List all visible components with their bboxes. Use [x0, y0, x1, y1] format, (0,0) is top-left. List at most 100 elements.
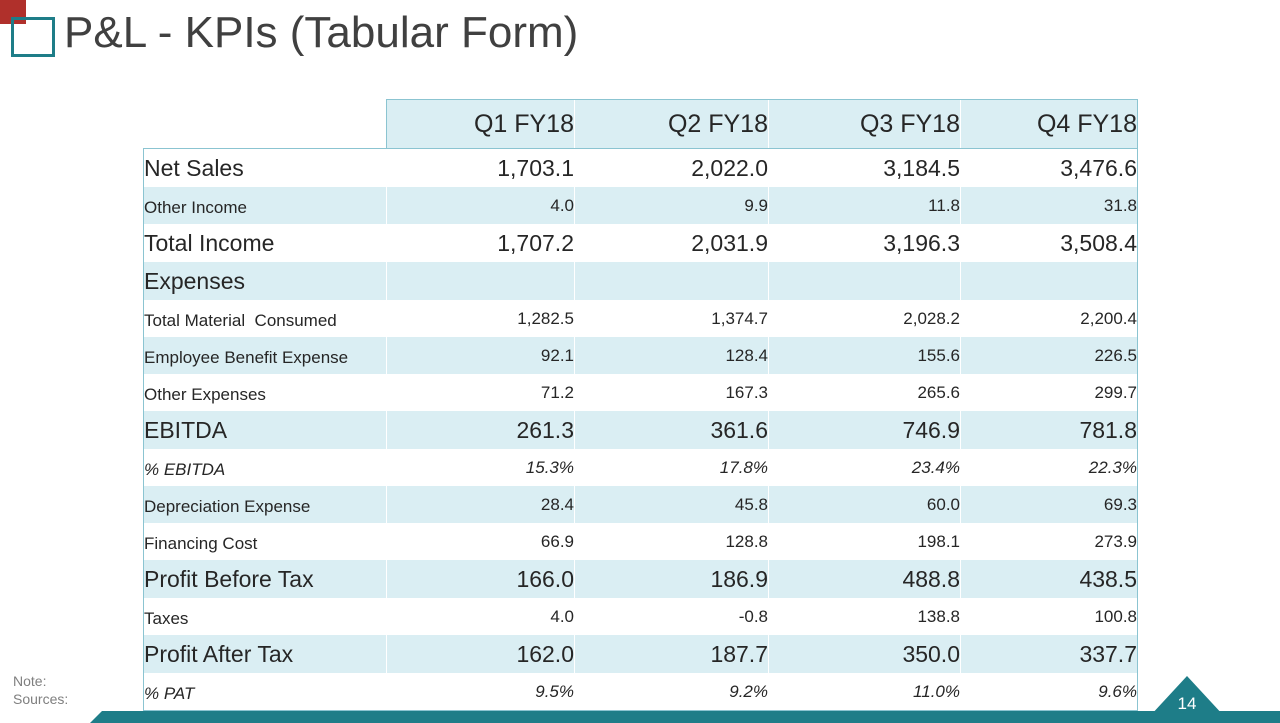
- cell-value: [768, 262, 961, 300]
- cell-value: 166.0: [386, 560, 575, 598]
- header-corner: [143, 99, 387, 149]
- cell-value: 1,703.1: [386, 148, 575, 187]
- cell-value: 128.8: [574, 523, 769, 560]
- row-label: Net Sales: [143, 148, 387, 187]
- cell-value: 2,031.9: [574, 224, 769, 262]
- footnote: Note: Sources:: [13, 672, 68, 708]
- table-row: Expenses: [143, 262, 1138, 300]
- cell-value: 167.3: [574, 374, 769, 411]
- row-label: % EBITDA: [143, 449, 387, 486]
- cell-value: 198.1: [768, 523, 961, 560]
- row-label: Profit Before Tax: [143, 560, 387, 598]
- cell-value: 3,476.6: [960, 148, 1138, 187]
- table-row: Total Material Consumed 1,282.5 1,374.7 …: [143, 300, 1138, 337]
- sources-label: Sources:: [13, 691, 69, 707]
- cell-value: 23.4%: [768, 449, 961, 486]
- cell-value: 11.8: [768, 187, 961, 224]
- table-row: Total Income 1,707.2 2,031.9 3,196.3 3,5…: [143, 224, 1138, 262]
- table-row: % EBITDA 15.3% 17.8% 23.4% 22.3%: [143, 449, 1138, 486]
- cell-value: 4.0: [386, 598, 575, 635]
- cell-value: 155.6: [768, 337, 961, 374]
- page-number: 14: [1177, 694, 1197, 713]
- table-row: % PAT 9.5% 9.2% 11.0% 9.6%: [143, 673, 1138, 711]
- row-label: % PAT: [143, 673, 387, 711]
- row-label: Other Expenses: [143, 374, 387, 411]
- cell-value: 438.5: [960, 560, 1138, 598]
- row-label: Expenses: [143, 262, 387, 300]
- table-row: Other Expenses 71.2 167.3 265.6 299.7: [143, 374, 1138, 411]
- cell-value: 187.7: [574, 635, 769, 673]
- cell-value: 69.3: [960, 486, 1138, 523]
- cell-value: 22.3%: [960, 449, 1138, 486]
- logo-outline-square: [11, 17, 55, 57]
- cell-value: 226.5: [960, 337, 1138, 374]
- cell-value: 31.8: [960, 187, 1138, 224]
- table-row: Net Sales 1,703.1 2,022.0 3,184.5 3,476.…: [143, 148, 1138, 187]
- cell-value: 299.7: [960, 374, 1138, 411]
- cell-value: 1,707.2: [386, 224, 575, 262]
- cell-value: [574, 262, 769, 300]
- table-row: Profit Before Tax 166.0 186.9 488.8 438.…: [143, 560, 1138, 598]
- cell-value: 138.8: [768, 598, 961, 635]
- cell-value: 3,196.3: [768, 224, 961, 262]
- cell-value: 92.1: [386, 337, 575, 374]
- table-row: Financing Cost 66.9 128.8 198.1 273.9: [143, 523, 1138, 560]
- row-label: Depreciation Expense: [143, 486, 387, 523]
- cell-value: 45.8: [574, 486, 769, 523]
- cell-value: 3,508.4: [960, 224, 1138, 262]
- row-label: Other Income: [143, 187, 387, 224]
- column-header-q3: Q3 FY18: [768, 99, 961, 149]
- cell-value: 186.9: [574, 560, 769, 598]
- cell-value: 11.0%: [768, 673, 961, 711]
- cell-value: 9.5%: [386, 673, 575, 711]
- cell-value: 273.9: [960, 523, 1138, 560]
- cell-value: 361.6: [574, 411, 769, 449]
- table-row: EBITDA 261.3 361.6 746.9 781.8: [143, 411, 1138, 449]
- cell-value: 9.6%: [960, 673, 1138, 711]
- row-label: Total Material Consumed: [143, 300, 387, 337]
- footer-bar: [90, 711, 1280, 723]
- cell-value: 3,184.5: [768, 148, 961, 187]
- cell-value: 337.7: [960, 635, 1138, 673]
- cell-value: 2,028.2: [768, 300, 961, 337]
- column-header-q1: Q1 FY18: [386, 99, 575, 149]
- row-label: EBITDA: [143, 411, 387, 449]
- cell-value: 350.0: [768, 635, 961, 673]
- cell-value: -0.8: [574, 598, 769, 635]
- table-row: Taxes 4.0 -0.8 138.8 100.8: [143, 598, 1138, 635]
- cell-value: 261.3: [386, 411, 575, 449]
- column-header-q2: Q2 FY18: [574, 99, 769, 149]
- table-row: Profit After Tax 162.0 187.7 350.0 337.7: [143, 635, 1138, 673]
- cell-value: 60.0: [768, 486, 961, 523]
- cell-value: 746.9: [768, 411, 961, 449]
- cell-value: 66.9: [386, 523, 575, 560]
- cell-value: 265.6: [768, 374, 961, 411]
- row-label: Financing Cost: [143, 523, 387, 560]
- cell-value: 100.8: [960, 598, 1138, 635]
- note-label: Note:: [13, 673, 47, 689]
- cell-value: [960, 262, 1138, 300]
- column-header-q4: Q4 FY18: [960, 99, 1138, 149]
- cell-value: 15.3%: [386, 449, 575, 486]
- row-label: Total Income: [143, 224, 387, 262]
- cell-value: 2,200.4: [960, 300, 1138, 337]
- cell-value: 162.0: [386, 635, 575, 673]
- cell-value: 28.4: [386, 486, 575, 523]
- cell-value: 17.8%: [574, 449, 769, 486]
- page-title: P&L - KPIs (Tabular Form): [64, 8, 579, 57]
- table-row: Other Income 4.0 9.9 11.8 31.8: [143, 187, 1138, 224]
- row-label: Profit After Tax: [143, 635, 387, 673]
- row-label: Employee Benefit Expense: [143, 337, 387, 374]
- cell-value: 488.8: [768, 560, 961, 598]
- table-row: Depreciation Expense 28.4 45.8 60.0 69.3: [143, 486, 1138, 523]
- table-header-row: Q1 FY18 Q2 FY18 Q3 FY18 Q4 FY18: [143, 99, 1138, 149]
- table-row: Employee Benefit Expense 92.1 128.4 155.…: [143, 337, 1138, 374]
- cell-value: 9.2%: [574, 673, 769, 711]
- cell-value: 1,374.7: [574, 300, 769, 337]
- pl-kpi-table: Q1 FY18 Q2 FY18 Q3 FY18 Q4 FY18 Net Sale…: [143, 99, 1138, 711]
- cell-value: 4.0: [386, 187, 575, 224]
- cell-value: [386, 262, 575, 300]
- cell-value: 1,282.5: [386, 300, 575, 337]
- cell-value: 781.8: [960, 411, 1138, 449]
- cell-value: 2,022.0: [574, 148, 769, 187]
